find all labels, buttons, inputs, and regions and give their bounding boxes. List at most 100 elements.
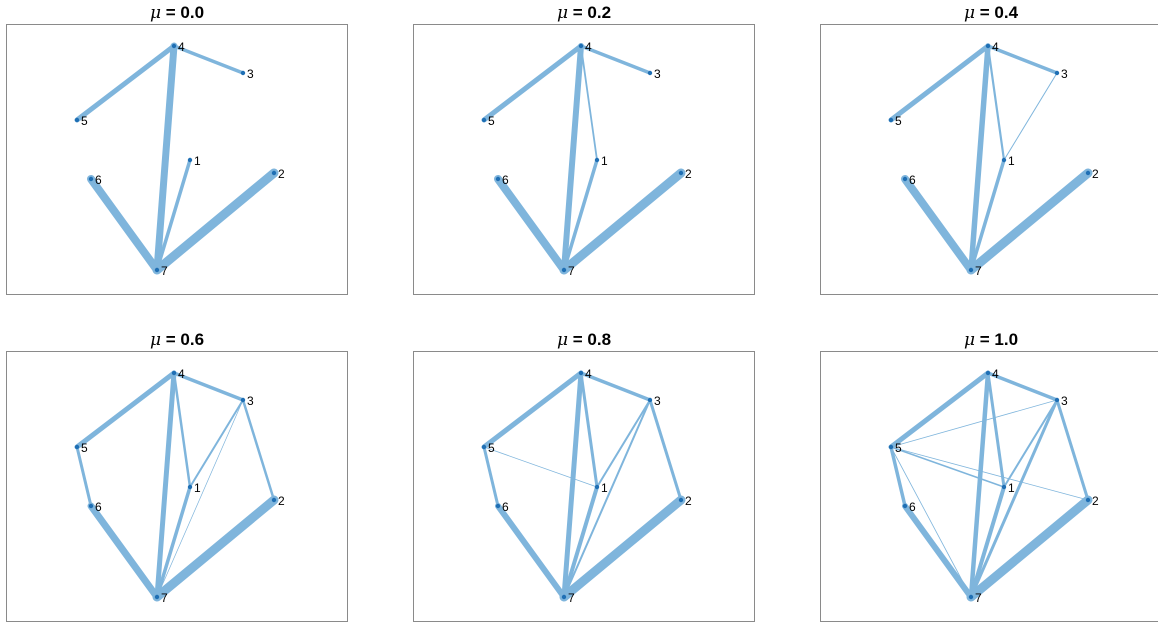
node-label-7: 7 — [161, 264, 168, 278]
panel-6: μ = 1.0 1 2 3 4 5 6 7 — [821, 330, 1158, 622]
node-label-1: 1 — [194, 481, 201, 495]
node-label-4: 4 — [992, 367, 999, 381]
node-1 — [1002, 485, 1006, 489]
mu-value: = 1.0 — [975, 330, 1018, 349]
node-label-6: 6 — [909, 173, 916, 187]
node-3 — [648, 71, 652, 75]
mu-symbol: μ — [557, 3, 568, 23]
node-label-4: 4 — [585, 367, 592, 381]
node-4 — [172, 44, 176, 48]
node-7 — [562, 595, 566, 599]
node-5 — [482, 445, 486, 449]
panel-title: μ = 0.6 — [150, 330, 204, 350]
node-label-6: 6 — [909, 500, 916, 514]
node-5 — [889, 118, 893, 122]
mu-symbol: μ — [964, 3, 975, 23]
panel-4: μ = 0.6 1 2 3 4 5 6 7 — [7, 330, 348, 622]
node-label-5: 5 — [895, 441, 902, 455]
node-6 — [903, 177, 907, 181]
node-label-6: 6 — [95, 500, 102, 514]
node-label-7: 7 — [975, 591, 982, 605]
node-7 — [969, 595, 973, 599]
node-label-4: 4 — [178, 367, 185, 381]
node-7 — [155, 595, 159, 599]
node-label-6: 6 — [502, 500, 509, 514]
node-label-3: 3 — [654, 394, 661, 408]
node-label-1: 1 — [1008, 481, 1015, 495]
node-label-1: 1 — [194, 154, 201, 168]
node-7 — [155, 268, 159, 272]
node-label-1: 1 — [601, 481, 608, 495]
node-label-6: 6 — [502, 173, 509, 187]
node-label-2: 2 — [685, 494, 692, 508]
node-5 — [889, 445, 893, 449]
node-2 — [1086, 498, 1090, 502]
node-4 — [579, 371, 583, 375]
node-7 — [969, 268, 973, 272]
panel-2: μ = 0.21234567 — [414, 3, 755, 295]
node-label-2: 2 — [278, 494, 285, 508]
node-6 — [496, 177, 500, 181]
node-label-5: 5 — [81, 114, 88, 128]
mu-symbol: μ — [557, 330, 568, 350]
mu-value: = 0.2 — [568, 3, 611, 22]
node-6 — [89, 504, 93, 508]
node-4 — [986, 371, 990, 375]
node-7 — [562, 268, 566, 272]
node-label-3: 3 — [654, 67, 661, 81]
node-6 — [89, 177, 93, 181]
panel-1: μ = 0.0 1 2 3 4 5 6 7 — [7, 3, 348, 295]
node-label-7: 7 — [568, 591, 575, 605]
node-label-7: 7 — [161, 591, 168, 605]
node-2 — [679, 171, 683, 175]
panel-title: μ = 0.0 — [150, 3, 204, 23]
mu-value: = 0.6 — [161, 330, 204, 349]
node-4 — [579, 44, 583, 48]
node-label-4: 4 — [178, 40, 185, 54]
node-label-1: 1 — [1008, 154, 1015, 168]
node-label-6: 6 — [95, 173, 102, 187]
node-3 — [648, 398, 652, 402]
node-label-2: 2 — [278, 167, 285, 181]
panel-3: μ = 0.4 1 2 3 4 5 6 7 — [821, 3, 1158, 295]
node-1 — [188, 485, 192, 489]
node-label-2: 2 — [1092, 494, 1099, 508]
node-3 — [241, 398, 245, 402]
mu-value: = 0.0 — [161, 3, 204, 22]
panel-title: μ = 0.4 — [964, 3, 1019, 23]
node-4 — [986, 44, 990, 48]
node-label-2: 2 — [1092, 167, 1099, 181]
node-label-3: 3 — [247, 67, 254, 81]
node-2 — [1086, 171, 1090, 175]
node-3 — [241, 71, 245, 75]
panel-title: μ = 0.2 — [557, 3, 611, 23]
node-2 — [272, 498, 276, 502]
node-6 — [903, 504, 907, 508]
node-3 — [1055, 398, 1059, 402]
node-2 — [272, 171, 276, 175]
node-label-4: 4 — [992, 40, 999, 54]
node-1 — [595, 485, 599, 489]
node-5 — [482, 118, 486, 122]
node-1 — [1002, 158, 1006, 162]
node-label-3: 3 — [1061, 394, 1068, 408]
node-3 — [1055, 71, 1059, 75]
node-label-5: 5 — [488, 114, 495, 128]
node-label-2: 2 — [685, 167, 692, 181]
panel-5: μ = 0.8 1 2 3 4 5 6 7 — [414, 330, 755, 622]
node-label-3: 3 — [247, 394, 254, 408]
node-1 — [595, 158, 599, 162]
node-2 — [679, 498, 683, 502]
node-label-4: 4 — [585, 40, 592, 54]
node-1 — [188, 158, 192, 162]
node-label-5: 5 — [488, 441, 495, 455]
mu-symbol: μ — [150, 330, 161, 350]
mu-symbol: μ — [964, 330, 975, 350]
node-6 — [496, 504, 500, 508]
node-5 — [75, 445, 79, 449]
node-label-3: 3 — [1061, 67, 1068, 81]
node-label-7: 7 — [975, 264, 982, 278]
mu-symbol: μ — [150, 3, 161, 23]
panel-title: μ = 1.0 — [964, 330, 1018, 350]
